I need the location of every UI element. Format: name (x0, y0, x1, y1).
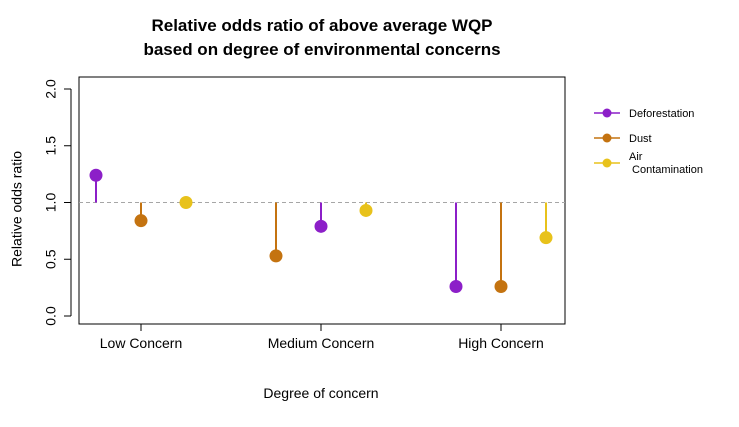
y-tick-label: 0.0 (43, 306, 59, 326)
chart-title-line: based on degree of environmental concern… (143, 40, 500, 59)
lollipop-point (314, 219, 328, 233)
legend-label-line: Contamination (629, 164, 703, 176)
lollipop-point (269, 249, 283, 263)
x-tick-label: Low Concern (100, 335, 183, 351)
y-tick-label: 2.0 (43, 79, 59, 99)
lollipop-point (494, 279, 508, 293)
lollipop-point (179, 196, 193, 209)
y-tick-label: 1.0 (43, 193, 59, 213)
x-tick-label: High Concern (458, 335, 544, 351)
lollipop-point (539, 231, 553, 245)
legend-marker (602, 158, 612, 168)
legend-label: Air Contamination (629, 151, 703, 176)
legend-label: Dust (629, 133, 652, 145)
x-axis-label: Degree of concern (263, 385, 378, 401)
y-axis-label: Relative odds ratio (9, 151, 25, 267)
x-tick-label: Medium Concern (268, 335, 375, 351)
legend-label-line: Dust (629, 133, 652, 145)
lollipop-point (134, 214, 148, 228)
plot-frame (78, 76, 566, 325)
lollipop-point (89, 168, 103, 182)
y-tick-label: 0.5 (43, 249, 59, 269)
legend-label: Deforestation (629, 108, 694, 120)
legend-label-line: Deforestation (629, 108, 694, 120)
y-tick-label: 1.5 (43, 136, 59, 156)
legend-marker (602, 133, 612, 143)
chart-title-line: Relative odds ratio of above average WQP (151, 16, 492, 35)
legend-marker (602, 108, 612, 118)
lollipop-point (359, 203, 373, 217)
legend-label-line: Air (629, 151, 643, 163)
lollipop-point (449, 279, 463, 293)
